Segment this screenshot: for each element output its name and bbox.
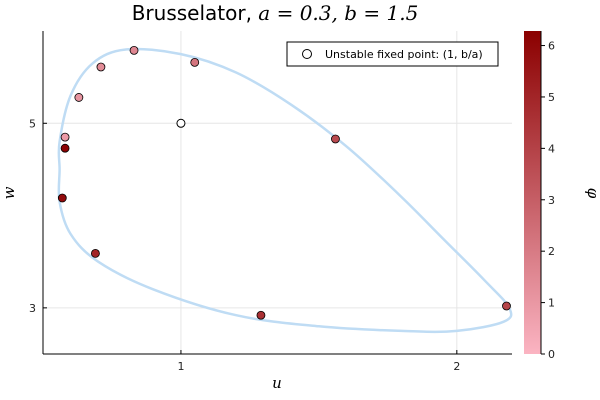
phase-point <box>190 57 200 67</box>
colorbar-tick-label: 4 <box>548 142 555 155</box>
y-ticks: 53 <box>29 117 47 315</box>
phase-point <box>74 93 84 102</box>
phase-point <box>96 62 106 72</box>
colorbar-gradient <box>524 31 541 354</box>
colorbar-tick-label: 2 <box>548 245 555 258</box>
colorbar-tick-label: 0 <box>548 348 555 361</box>
phase-point <box>502 301 511 311</box>
fixed-point <box>176 118 186 128</box>
colorbar-tick-label: 6 <box>548 40 555 53</box>
y-tick-label: 5 <box>29 117 36 130</box>
x-tick-label: 1 <box>177 360 184 373</box>
y-tick-label: 3 <box>29 302 36 315</box>
colorbar: 0 1 2 3 4 5 6 φ <box>524 31 600 361</box>
fixed-point-marker <box>176 118 186 128</box>
chart-title: Brusselator, a = 0.3, b = 1.5 <box>132 1 419 25</box>
phase-point <box>129 45 139 55</box>
phase-point <box>256 310 266 320</box>
colorbar-label: φ <box>584 188 600 199</box>
phase-point <box>57 193 67 203</box>
x-axis-label: u <box>272 374 282 392</box>
legend-fixed-point-marker <box>302 49 312 59</box>
y-axis-label: w <box>0 186 18 199</box>
colorbar-tick-label: 5 <box>548 91 555 104</box>
legend-label: Unstable fixed point: (1, b/a) <box>325 48 483 61</box>
limit-cycle-curve <box>57 47 513 334</box>
phase-point <box>60 143 70 153</box>
legend: Unstable fixed point: (1, b/a) <box>286 41 499 67</box>
colorbar-tick-label: 3 <box>548 194 555 207</box>
phase-point <box>60 132 70 142</box>
x-tick-label: 2 <box>453 360 460 373</box>
phase-points <box>57 45 511 320</box>
colorbar-ticks: 0 1 2 3 4 5 6 <box>541 40 555 361</box>
phase-point <box>331 134 340 144</box>
colorbar-tick-label: 1 <box>548 297 555 310</box>
legend-box <box>286 41 499 67</box>
grid <box>43 31 512 354</box>
phase-point <box>91 249 100 258</box>
